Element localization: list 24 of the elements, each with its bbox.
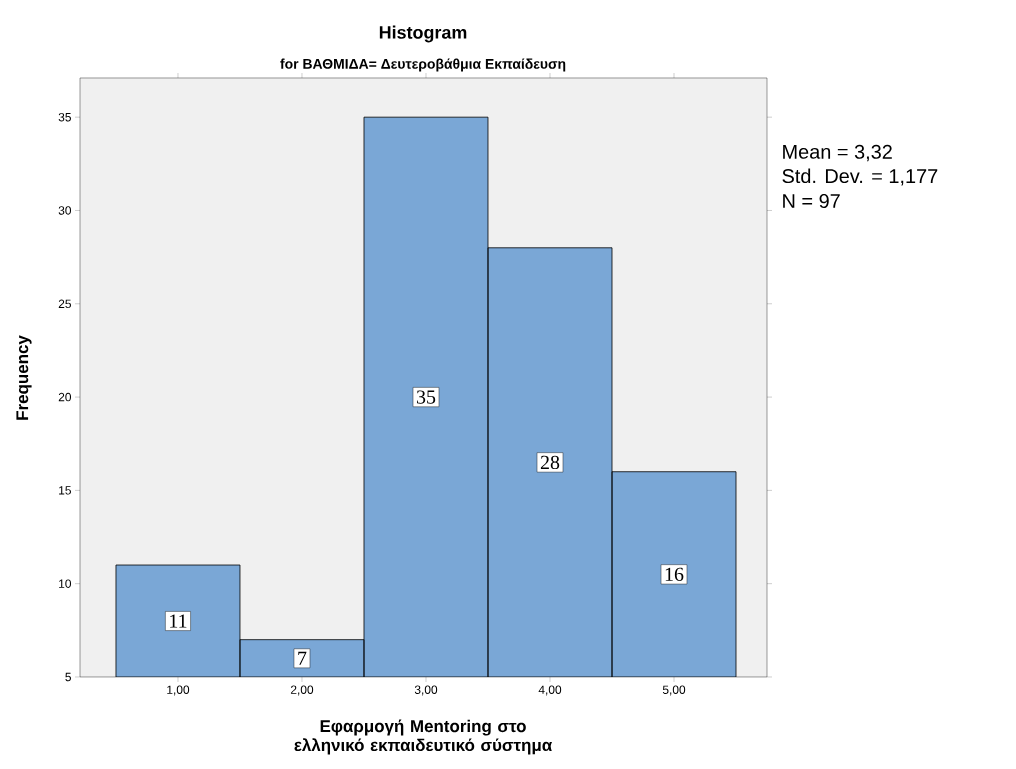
chart-title: Histogram [379, 25, 467, 43]
y-tick-label: 20 [58, 392, 72, 402]
y-axis-title: Frequency [16, 335, 32, 420]
text: Std. Dev. = 1,177 [782, 168, 938, 186]
x-axis-title: Εφαρμογή Mentoring στο ελληνικό εκπαιδευτικό σύστημα [294, 719, 553, 755]
y-tick-label: 25 [58, 299, 71, 308]
chart-subtitle: for ΒΑΘΜΙΔΑ= Δευτεροβάθμια Εκπαίδευση [280, 58, 566, 72]
y-tick-label: 5 [65, 672, 71, 682]
text: N = 97 [783, 193, 840, 209]
data-label: 28 [540, 455, 560, 470]
y-tick-label: 10 [59, 579, 72, 588]
data-label: 7 [298, 651, 307, 665]
y-tick-label: 30 [58, 206, 72, 215]
x-tick-label: 4,00 [538, 685, 562, 696]
x-tick-label: 3,00 [414, 685, 438, 696]
text: Mean = 3,32 [783, 144, 892, 162]
x-tick-label: 5,00 [662, 685, 686, 696]
data-label: 16 [665, 567, 684, 582]
x-tick-label: 1,00 [167, 685, 190, 696]
y-tick-label: 35 [58, 112, 71, 122]
x-tick-label: 2,00 [290, 685, 314, 696]
y-tick-label: 15 [59, 486, 71, 495]
data-label: 11 [170, 614, 187, 628]
data-label: 35 [416, 390, 436, 404]
